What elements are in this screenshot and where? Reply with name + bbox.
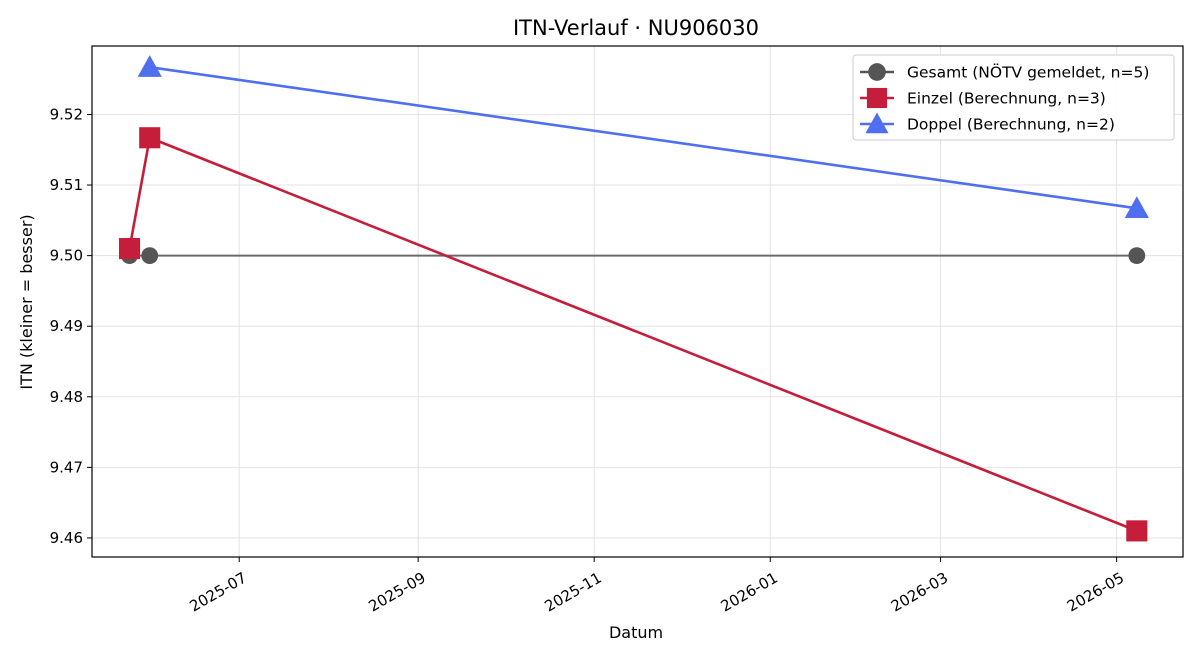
x-tick-label: 2026-03 bbox=[888, 569, 951, 616]
y-tick-label: 9.48 bbox=[50, 388, 83, 406]
legend-entry: Gesamt (NÖTV gemeldet, n=5) bbox=[860, 63, 1149, 82]
x-tick-label: 2025-11 bbox=[542, 569, 605, 616]
data-point-square bbox=[139, 127, 161, 149]
y-tick-label: 9.46 bbox=[50, 529, 83, 547]
x-tick-label: 2026-05 bbox=[1064, 569, 1127, 616]
legend-entry: Doppel (Berechnung, n=2) bbox=[860, 112, 1115, 134]
legend-marker bbox=[865, 112, 889, 134]
x-tick-label: 2025-09 bbox=[365, 569, 428, 616]
legend: Gesamt (NÖTV gemeldet, n=5) Einzel (Berec… bbox=[852, 54, 1175, 141]
legend-entry: Einzel (Berechnung, n=3) bbox=[860, 87, 1106, 109]
data-point-triangle bbox=[137, 55, 162, 77]
series-layer bbox=[118, 55, 1149, 542]
legend-marker bbox=[866, 87, 888, 109]
legend-label: Doppel (Berechnung, n=2) bbox=[907, 116, 1115, 134]
legend-label: Einzel (Berechnung, n=3) bbox=[907, 90, 1106, 108]
legend-marker bbox=[868, 63, 886, 81]
y-tick-label: 9.49 bbox=[50, 317, 83, 335]
y-tick-label: 9.51 bbox=[50, 176, 83, 194]
y-axis-label: ITN (kleiner = besser) bbox=[17, 214, 36, 389]
data-point-circle bbox=[1128, 247, 1146, 265]
y-axis: 9.46 9.47 9.48 9.49 9.50 9.51 9.52 bbox=[50, 105, 92, 547]
x-axis-label: Datum bbox=[609, 623, 663, 642]
data-point-triangle bbox=[1124, 196, 1149, 219]
chart-title: ITN-Verlauf · NU906030 bbox=[513, 16, 759, 40]
x-tick-label: 2025-07 bbox=[187, 569, 250, 616]
x-tick-label: 2026-01 bbox=[718, 569, 781, 616]
y-tick-label: 9.52 bbox=[50, 105, 83, 123]
y-tick-label: 9.47 bbox=[50, 458, 83, 476]
plot-frame bbox=[91, 45, 1184, 558]
series-2 bbox=[118, 127, 1148, 542]
series-line bbox=[149, 65, 1138, 210]
y-tick-label: 9.50 bbox=[50, 247, 83, 265]
series-1 bbox=[121, 247, 1146, 265]
data-point-square bbox=[118, 238, 141, 260]
data-point-circle bbox=[141, 247, 159, 265]
legend-label: Gesamt (NÖTV gemeldet, n=5) bbox=[907, 63, 1149, 82]
legend-box bbox=[852, 54, 1175, 141]
series-line bbox=[128, 136, 1138, 533]
data-point-square bbox=[1126, 520, 1148, 542]
x-axis: 2025-07 2025-09 2025-11 2026-01 2026-03 2026-… bbox=[187, 557, 1127, 616]
series-3 bbox=[137, 55, 1149, 219]
